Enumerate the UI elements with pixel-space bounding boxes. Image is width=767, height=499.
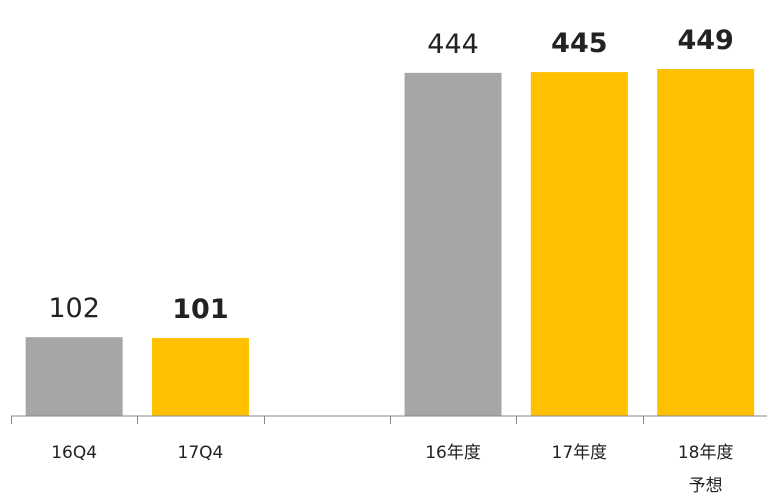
category-label: 16年度 — [425, 443, 481, 463]
bars-layer — [25, 69, 755, 417]
data-label: 449 — [677, 25, 733, 56]
category-label: 17Q4 — [178, 443, 224, 463]
bar-17Q4 — [151, 337, 249, 416]
data-label: 445 — [551, 28, 607, 59]
value-labels-layer: 102 101 444 445 449 — [48, 25, 733, 325]
data-label: 444 — [427, 29, 479, 60]
category-label: 18年度 — [678, 443, 734, 463]
data-label: 101 — [172, 294, 228, 325]
category-label: 16Q4 — [51, 443, 97, 463]
bar-16Q4 — [25, 337, 123, 416]
data-label: 102 — [48, 293, 100, 324]
bar-18年度 — [657, 69, 755, 416]
x-axis-ticks — [11, 416, 644, 424]
bar-16年度 — [404, 72, 502, 417]
bar-17年度 — [530, 72, 628, 417]
category-label: 17年度 — [552, 443, 608, 463]
category-label-line2: 予想 — [689, 476, 723, 496]
